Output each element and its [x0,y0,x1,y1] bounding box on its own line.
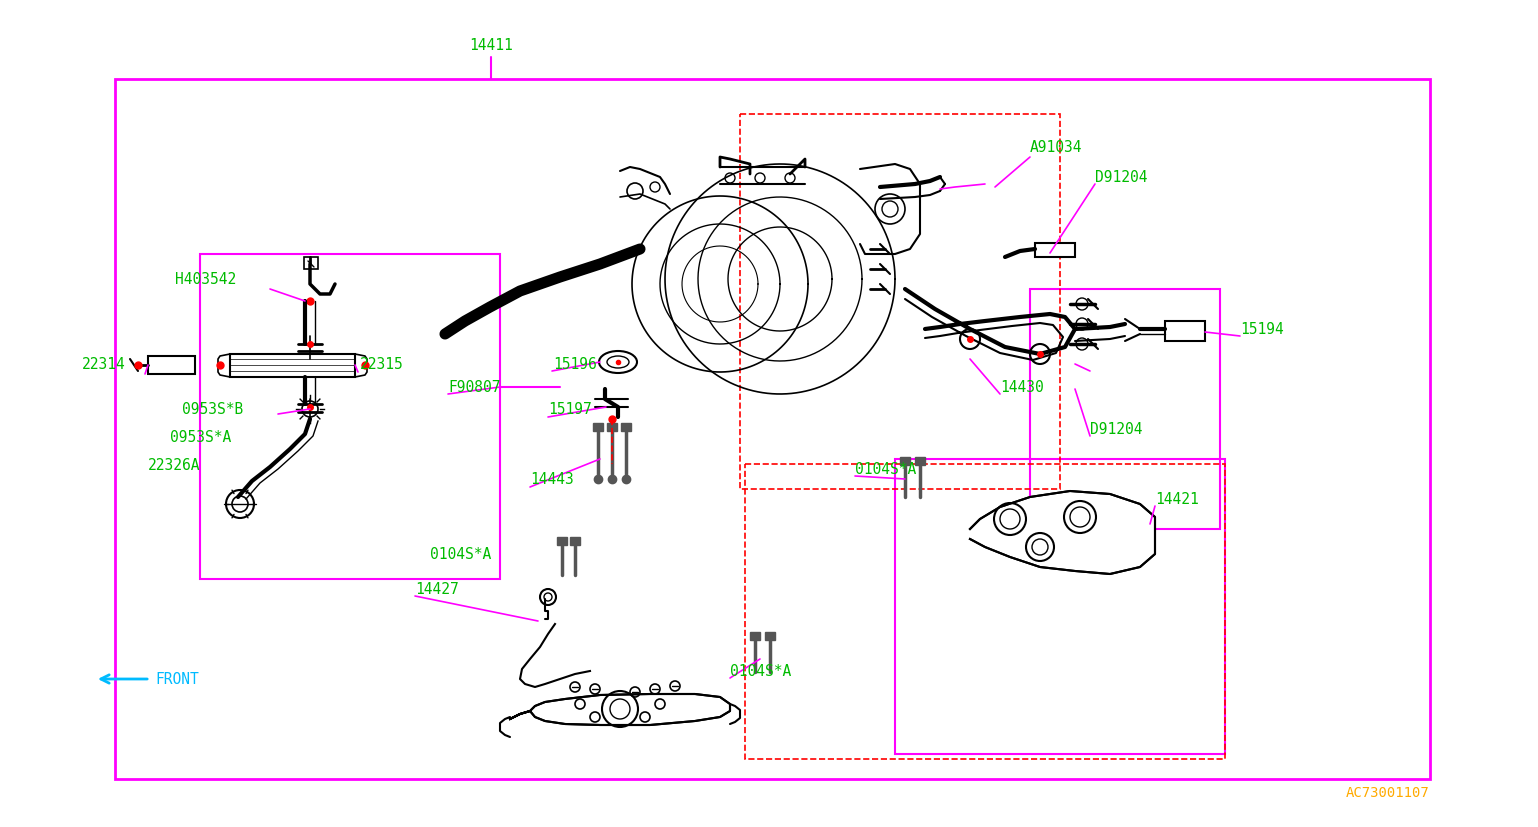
Text: AC73001107: AC73001107 [1346,785,1430,799]
Text: 14430: 14430 [1000,380,1044,395]
Text: FRONT: FRONT [155,672,198,686]
Ellipse shape [598,351,637,374]
Text: 15196: 15196 [554,357,597,372]
Bar [608,423,617,432]
Text: 22315: 22315 [360,357,404,372]
Text: 0953S*A: 0953S*A [171,430,231,445]
Bar [900,457,910,466]
Bar [1030,289,1220,529]
Text: F90807: F90807 [448,380,500,395]
Text: 22314: 22314 [82,357,126,372]
Text: 0104S*A: 0104S*A [855,462,917,477]
Text: 0104S*A: 0104S*A [731,664,791,679]
Text: D91204: D91204 [1090,422,1143,437]
Text: H403542: H403542 [175,272,237,287]
Bar [740,115,1060,490]
Ellipse shape [608,356,629,369]
Text: 15197: 15197 [548,402,592,417]
Text: 14443: 14443 [531,472,574,487]
Bar [115,80,1430,779]
Bar [1035,244,1075,258]
Bar [751,632,760,640]
Polygon shape [970,491,1155,574]
Bar [915,457,924,466]
Text: 14411: 14411 [469,37,512,52]
Text: 22326A: 22326A [148,458,200,473]
Text: 15194: 15194 [1240,322,1284,337]
Polygon shape [511,694,731,725]
Text: 0104S*A: 0104S*A [431,547,491,562]
Bar [200,255,500,579]
Bar [148,356,195,375]
Text: A91034: A91034 [1030,141,1083,155]
Text: 0953S*B: 0953S*B [181,402,243,417]
Bar [895,460,1224,754]
Bar [621,423,631,432]
Bar [305,258,318,270]
Text: D91204: D91204 [1095,170,1147,185]
Bar [571,538,580,545]
Bar [764,632,775,640]
Bar [744,465,1224,759]
Bar [557,538,568,545]
Bar [1164,322,1204,342]
Text: 14421: 14421 [1155,492,1198,507]
Text: 14427: 14427 [415,582,458,597]
Bar [594,423,603,432]
Bar [231,355,355,378]
